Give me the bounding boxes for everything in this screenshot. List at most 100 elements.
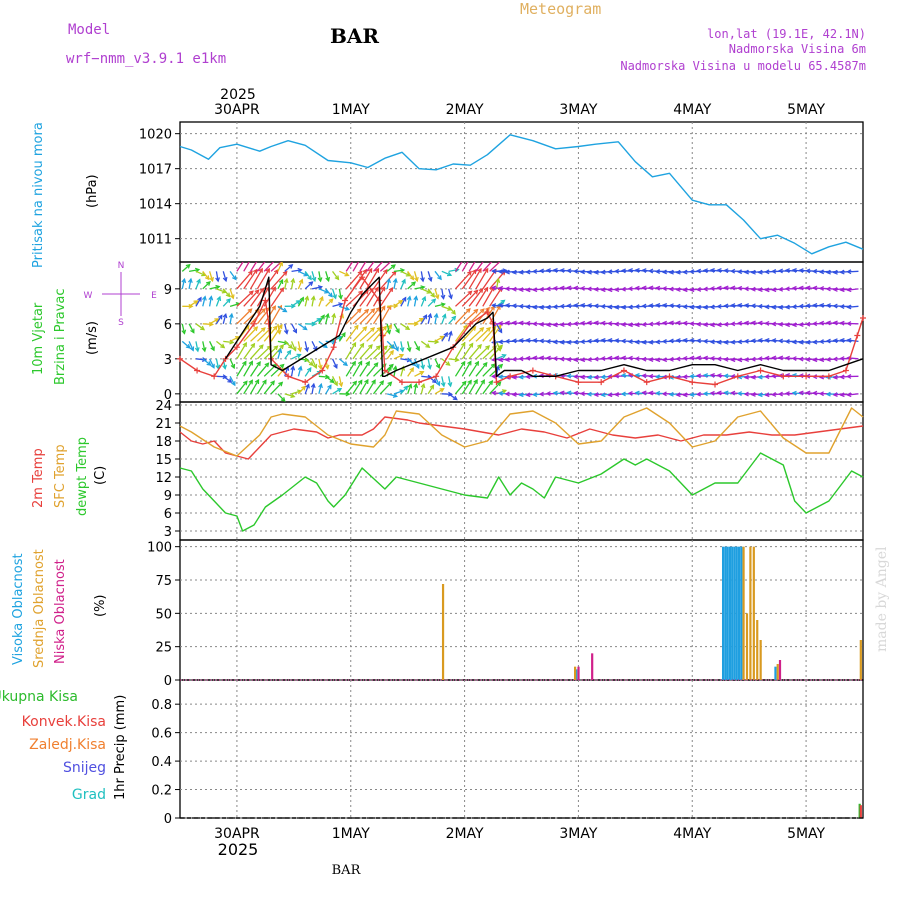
wind-arrow-head [325, 276, 331, 283]
wind-arrow [277, 305, 287, 313]
wind-arrow [338, 332, 346, 342]
wind-arrow [339, 270, 349, 277]
wind-arrow [215, 315, 223, 325]
wind-arrow-head [226, 298, 231, 304]
wind-arrow-head [655, 357, 661, 363]
wind-arrow [468, 361, 479, 377]
wind-arrow-head [471, 250, 474, 254]
wind-speed-marker [575, 379, 582, 386]
wind-arrow [407, 384, 412, 395]
wind-arrow [847, 288, 859, 291]
wind-arrow-head [627, 390, 633, 396]
wind-arrow-head [378, 252, 382, 256]
wind-arrow-head [532, 287, 538, 293]
wind-arrow-head [825, 338, 831, 344]
wind-arrow-head [525, 374, 531, 380]
wind-arrow [482, 269, 497, 290]
wind-arrow-head [538, 268, 544, 274]
wind-arrow [325, 313, 329, 324]
wind-arrow [331, 313, 335, 324]
wind-arrow-head [487, 252, 491, 256]
wind-arrow-head [312, 363, 318, 369]
wind-arrow [400, 323, 410, 330]
wind-arrow [311, 318, 321, 325]
wind-arrow-head [532, 392, 538, 397]
wind-arrow-head [414, 276, 419, 283]
wind-arrow [352, 380, 363, 395]
wind-arrow-head [196, 278, 201, 284]
wind-arrow [284, 264, 293, 272]
wind-arrow-head [682, 355, 688, 361]
wind-arrow-head [278, 278, 284, 284]
wind-arrow-head [661, 286, 667, 292]
top-date-label: 3MAY [559, 102, 597, 118]
wind-arrow-head [839, 392, 845, 398]
wind-arrow-head [374, 286, 379, 292]
wind-arrow-head [757, 320, 763, 326]
wind-arrow [318, 358, 322, 369]
wind-arrow-head [466, 251, 470, 255]
wind-arrow-head [723, 356, 729, 362]
wind-arrow [325, 298, 334, 307]
wind-arrow-head [420, 382, 426, 389]
wind-arrow [189, 354, 198, 359]
bar-srednja-oblacnost [574, 666, 577, 680]
wind-arrow-head [364, 378, 369, 384]
wind-arrow-head [497, 391, 503, 396]
wind-arrow-head [832, 338, 838, 344]
wind-arrow-field [181, 250, 859, 402]
wind-arrow-head [491, 390, 497, 396]
wind-arrow-head [216, 384, 220, 388]
wind-arrow-head [579, 357, 586, 363]
total-precip-label: Ukupna Kisa [0, 689, 78, 705]
precip-unit-label: 1hr Precip (mm) [113, 695, 128, 800]
wind-arrow-head [292, 328, 298, 334]
wind-arrow-head [559, 285, 565, 291]
wind-arrow-head [675, 392, 681, 398]
wind-arrow-head [286, 349, 292, 355]
wind-arrow [352, 262, 360, 272]
wind-arrow-head [648, 339, 654, 345]
wind-arrow-head [362, 250, 365, 254]
wind-arrow-head [439, 335, 445, 341]
wind-arrow-head [771, 321, 777, 327]
wind-arrow [215, 296, 221, 307]
y-tick-label: 0.2 [151, 784, 172, 799]
wind-arrow [496, 354, 506, 360]
wind-unit-label: (m/s) [85, 321, 100, 355]
wind-arrow-head [248, 270, 253, 276]
y-tick-label: 75 [155, 574, 172, 589]
wind-arrow [229, 270, 237, 280]
wind-arrow-head [525, 304, 531, 310]
series-line-10m-vjetar [179, 276, 864, 386]
wind-arrow-head [200, 325, 206, 331]
wind-arrow [366, 262, 375, 272]
y-tick-label: 9 [164, 283, 172, 298]
wind-arrow-head [641, 356, 647, 362]
wind-arrow [223, 340, 234, 344]
wind-arrow-head [317, 277, 323, 283]
bar-srednja-oblacnost [441, 584, 445, 680]
dew-axis-label: dewpt Temp [75, 437, 90, 516]
mid-cloud-axis-label: Srednja Oblacnost [32, 549, 47, 668]
wind-arrow-head [504, 391, 510, 397]
top-date-label: 4MAY [673, 102, 711, 118]
wind-arrow [325, 271, 330, 282]
wind-arrow-head [573, 390, 579, 396]
wind-arrow-head [661, 303, 668, 308]
wind-arrow-head [777, 391, 783, 397]
wind-arrow-head [818, 391, 824, 397]
wind-arrow-head [491, 303, 497, 309]
wind-arrow-head [504, 255, 508, 259]
wind-arrow-head [265, 267, 270, 273]
wind-arrow [277, 349, 282, 360]
bar-srednja-oblacnost [859, 640, 862, 680]
wind-arrow-head [696, 304, 702, 310]
y-tick-label: 100 [147, 541, 172, 556]
wind-arrow-head [451, 309, 456, 315]
wind-arrow-head [552, 267, 558, 273]
top-date-label: 1MAY [332, 102, 370, 118]
wind-arrow-head [187, 277, 193, 283]
sfc-axis-label: SFC Temp [53, 444, 68, 508]
wind-arrow-head [709, 372, 715, 378]
